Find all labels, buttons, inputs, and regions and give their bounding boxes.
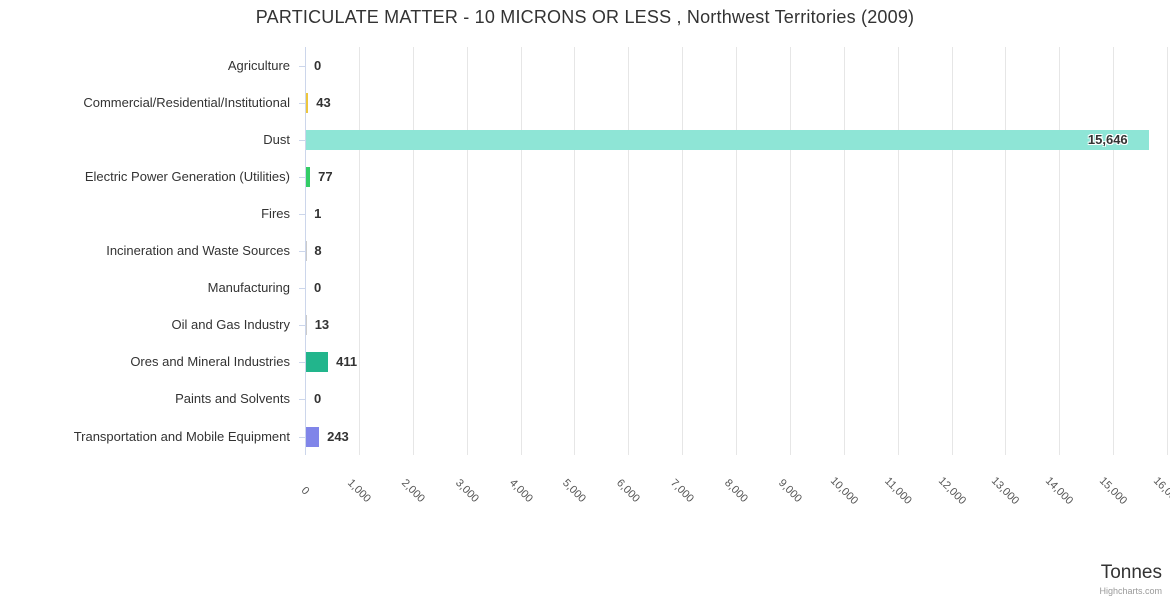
value-label: 0	[314, 280, 322, 296]
category-tick	[299, 288, 305, 290]
value-label: 411	[336, 354, 358, 370]
x-tick-label: 3,000	[452, 477, 481, 505]
category-label: Incineration and Waste Sources	[106, 243, 290, 258]
x-tick-label: 15,000	[1096, 474, 1130, 508]
category-tick	[299, 176, 305, 178]
x-tick-label: 4,000	[506, 477, 535, 505]
category-label: Dust	[263, 131, 290, 147]
x-tick-label: 0	[298, 484, 312, 498]
x-gridline	[358, 47, 360, 455]
x-gridline	[1005, 47, 1007, 455]
data-bar[interactable]	[306, 315, 307, 336]
x-tick-label: 12,000	[935, 474, 968, 508]
value-label: 1	[314, 205, 322, 221]
x-axis-title: Tonnes	[1100, 562, 1162, 583]
x-tick-label: 1,000	[344, 477, 373, 505]
category-tick	[299, 362, 305, 364]
value-label: 0	[314, 57, 322, 73]
x-gridline	[1113, 47, 1115, 455]
chart-title: PARTICULATE MATTER - 10 MICRONS OR LESS …	[255, 7, 915, 27]
category-label: Fires	[261, 205, 290, 221]
category-label: Agriculture	[227, 57, 290, 73]
category-tick	[299, 325, 305, 327]
category-tick	[299, 436, 305, 438]
x-gridline	[951, 47, 953, 455]
y-axis-line	[305, 47, 306, 455]
x-tick-label: 6,000	[614, 477, 643, 505]
x-tick-label: 2,000	[398, 477, 427, 505]
data-bar[interactable]	[306, 352, 329, 373]
category-label: Commercial/Residential/Institutional	[83, 94, 290, 110]
x-gridline	[843, 47, 845, 455]
data-bar[interactable]	[306, 166, 311, 187]
value-label: 43	[316, 94, 331, 110]
x-tick-label: 11,000	[881, 475, 914, 507]
category-label: Oil and Gas Industry	[171, 317, 291, 333]
category-tick	[299, 139, 305, 141]
value-label: 77	[318, 168, 333, 184]
value-label: 13	[314, 317, 330, 333]
category-tick	[299, 65, 305, 67]
category-label: Transportation and Mobile Equipment	[73, 428, 290, 444]
category-tick	[299, 213, 305, 215]
category-tick	[299, 102, 305, 104]
category-label: Ores and Mineral Industries	[130, 354, 290, 370]
category-label: Paints and Solvents	[175, 391, 290, 407]
x-gridline	[412, 47, 414, 455]
x-tick-label: 7,000	[668, 477, 697, 505]
x-tick-label: 9,000	[775, 477, 804, 505]
x-gridline	[682, 47, 684, 455]
x-tick-label: 5,000	[560, 477, 589, 505]
x-tick-label: 14,000	[1043, 474, 1076, 508]
value-label: 243	[327, 428, 349, 444]
value-label: 8	[314, 243, 322, 258]
x-gridline	[789, 47, 791, 455]
category-label: Electric Power Generation (Utilities)	[84, 168, 290, 184]
x-gridline	[466, 47, 468, 455]
x-gridline	[574, 47, 576, 455]
category-label: Manufacturing	[207, 280, 290, 296]
x-gridline	[897, 47, 899, 455]
x-tick-label: 10,000	[827, 474, 860, 508]
x-gridline	[736, 47, 737, 455]
x-tick-label: 16,000	[1150, 474, 1170, 508]
category-tick	[299, 399, 305, 401]
data-bar[interactable]	[306, 92, 309, 113]
value-label: 15,646	[1087, 131, 1128, 147]
value-label: 0	[314, 391, 322, 407]
x-tick-label: 8,000	[722, 477, 750, 505]
data-bar[interactable]	[306, 129, 1149, 150]
x-gridline	[1167, 47, 1168, 455]
x-gridline	[1059, 47, 1061, 455]
x-tick-label: 13,000	[989, 474, 1022, 508]
highcharts-credit[interactable]: Highcharts.com	[1099, 586, 1162, 596]
x-gridline	[520, 47, 522, 455]
category-tick	[299, 251, 305, 252]
data-bar[interactable]	[306, 426, 320, 447]
x-gridline	[628, 47, 630, 455]
